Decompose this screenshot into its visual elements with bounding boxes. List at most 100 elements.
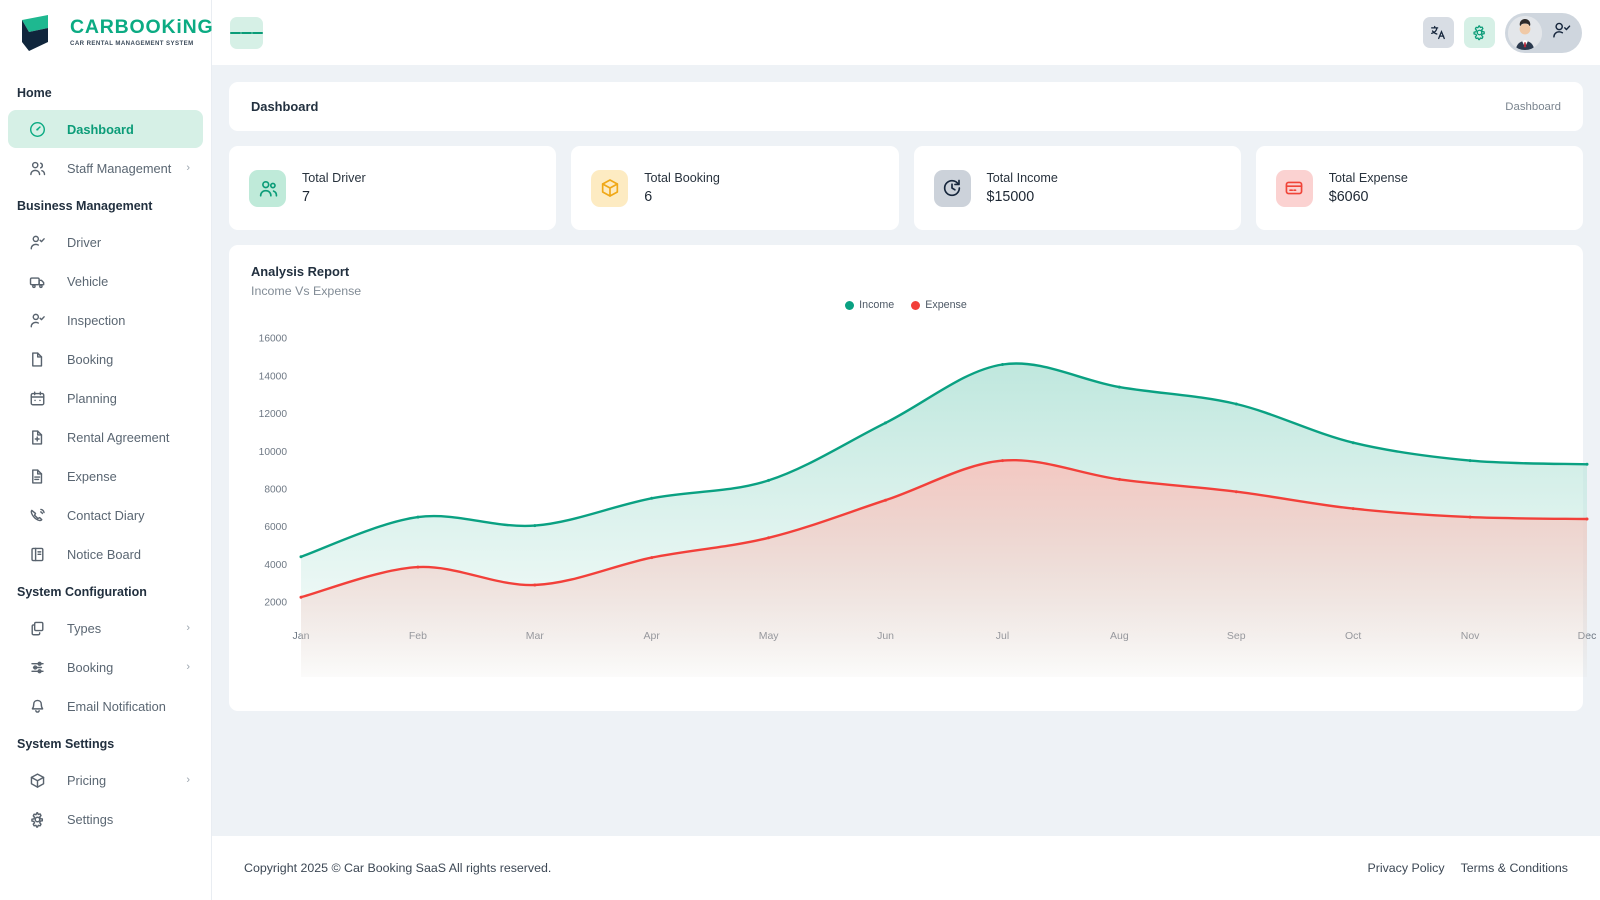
area-fill-expense [301, 460, 1587, 677]
legend-item-income[interactable]: Income [845, 299, 894, 311]
data-point-income[interactable] [1234, 402, 1238, 406]
sidebar-item-label: Types [67, 620, 102, 636]
data-point-income[interactable] [884, 421, 887, 425]
data-point-income[interactable] [650, 496, 654, 500]
legend-item-expense[interactable]: Expense [911, 299, 967, 311]
sidebar-item-types[interactable]: Types › [8, 609, 203, 647]
sidebar-item-email-notification[interactable]: Email Notification [8, 687, 203, 725]
sidebar-item-settings[interactable]: Settings [8, 800, 203, 838]
income-expense-area-chart[interactable]: 200040006000800010000120001400016000JanF… [229, 311, 1600, 707]
page-content: Dashboard Dashboard Total Driver 7 Total… [212, 65, 1600, 711]
translate-icon[interactable] [1423, 17, 1454, 48]
sidebar-item-booking[interactable]: Booking [8, 340, 203, 378]
gear-icon [28, 810, 46, 828]
sidebar-item-contact-diary[interactable]: Contact Diary [8, 496, 203, 534]
sidebar-item-label: Vehicle [67, 273, 109, 289]
phone-icon [28, 506, 46, 524]
chevron-right-icon[interactable]: › [186, 621, 190, 634]
stat-card-total-booking[interactable]: Total Booking 6 [571, 146, 899, 230]
user-menu[interactable] [1505, 12, 1582, 53]
data-point-expense[interactable] [533, 583, 537, 587]
file-text-icon [28, 467, 46, 485]
hamburger-icon[interactable] [230, 16, 263, 49]
bell-icon [28, 697, 46, 715]
chart-subtitle: Income Vs Expense [251, 284, 362, 298]
data-point-expense[interactable] [299, 595, 303, 599]
y-tick-label: 6000 [264, 522, 287, 533]
chart-plot-area[interactable]: 200040006000800010000120001400016000JanF… [229, 311, 1596, 707]
stat-label: Total Booking [644, 171, 720, 185]
sidebar-item-driver[interactable]: Driver [8, 223, 203, 261]
data-point-income[interactable] [299, 555, 303, 559]
stat-value: 6 [644, 189, 653, 205]
stat-card-total-income[interactable]: Total Income $15000 [913, 146, 1241, 230]
sidebar-item-booking[interactable]: Booking › [8, 648, 203, 686]
sidebar-item-expense[interactable]: Expense [8, 457, 203, 495]
sidebar-section-title: System Settings [17, 737, 115, 751]
data-point-expense[interactable] [884, 498, 887, 502]
data-point-income[interactable] [1585, 462, 1589, 466]
legend-color-dot [845, 300, 855, 310]
data-point-expense[interactable] [1468, 515, 1472, 519]
data-point-income[interactable] [416, 515, 420, 519]
sidebar-item-dashboard[interactable]: Dashboard [8, 110, 203, 148]
data-point-income[interactable] [1351, 441, 1355, 445]
data-point-expense[interactable] [416, 565, 420, 569]
gauge-icon [28, 120, 46, 138]
y-tick-label: 12000 [259, 409, 288, 420]
stat-card-total-expense[interactable]: Total Expense $6060 [1255, 146, 1583, 230]
data-point-expense[interactable] [1234, 490, 1238, 494]
data-point-income[interactable] [533, 524, 537, 528]
sidebar-item-staff-management[interactable]: Staff Management › [8, 149, 203, 187]
gear-icon[interactable] [1464, 17, 1495, 48]
sidebar-item-pricing[interactable]: Pricing › [8, 761, 203, 799]
stat-card-total-driver[interactable]: Total Driver 7 [229, 146, 557, 230]
y-tick-label: 14000 [259, 371, 288, 382]
data-point-income[interactable] [767, 478, 771, 482]
breadcrumb-trail[interactable]: Dashboard [1505, 100, 1561, 113]
data-point-expense[interactable] [650, 556, 654, 560]
sliders-icon [28, 658, 46, 676]
sidebar-item-vehicle[interactable]: Vehicle [8, 262, 203, 300]
hamburger-bar [230, 31, 241, 34]
data-point-income[interactable] [1468, 459, 1472, 463]
avatar [1508, 15, 1542, 50]
footer-link-terms-conditions[interactable]: Terms & Conditions [1460, 861, 1568, 875]
user-check-icon [28, 233, 46, 251]
chevron-right-icon[interactable]: › [186, 773, 190, 786]
footer-link-privacy-policy[interactable]: Privacy Policy [1367, 861, 1445, 875]
sidebar-item-notice-board[interactable]: Notice Board [8, 535, 203, 573]
analysis-report-card: Analysis Report Income Vs Expense Income… [229, 245, 1596, 711]
file-plus-icon [28, 428, 46, 446]
stat-card-row: Total Driver 7 Total Booking 6 Total Inc… [229, 146, 1583, 230]
data-point-income[interactable] [1117, 385, 1121, 389]
legend-label: Expense [925, 299, 967, 311]
y-tick-label: 2000 [264, 598, 287, 609]
data-point-expense[interactable] [1351, 507, 1355, 511]
y-tick-label: 16000 [259, 334, 288, 345]
line-expense[interactable] [299, 458, 1589, 599]
sidebar-item-label: Contact Diary [67, 507, 145, 523]
line-income[interactable] [299, 362, 1589, 558]
data-point-expense[interactable] [1001, 459, 1004, 463]
data-point-expense[interactable] [767, 536, 771, 540]
chevron-right-icon[interactable]: › [186, 161, 190, 174]
user-check-icon [28, 311, 46, 329]
carbooking-logo-icon [18, 11, 62, 55]
top-bar-actions [1423, 12, 1582, 53]
chevron-right-icon[interactable]: › [186, 660, 190, 673]
data-point-expense[interactable] [1117, 477, 1121, 481]
sidebar-item-rental-agreement[interactable]: Rental Agreement [8, 418, 203, 456]
data-point-expense[interactable] [1585, 517, 1589, 521]
sidebar-item-planning[interactable]: Planning [8, 379, 203, 417]
sidebar-item-label: Pricing [67, 772, 107, 788]
y-tick-label: 8000 [264, 484, 287, 495]
data-point-income[interactable] [1001, 363, 1004, 366]
brand-logo-area[interactable]: CARBOOKiNG CAR RENTAL MANAGEMENT SYSTEM [0, 0, 213, 65]
users-icon [28, 159, 46, 177]
notice-board-icon [28, 545, 46, 563]
sidebar-item-inspection[interactable]: Inspection [8, 301, 203, 339]
footer: Copyright 2025 © Car Booking SaaS All ri… [212, 836, 1600, 900]
user-add-icon[interactable] [1551, 20, 1571, 45]
credit-card-icon [1275, 169, 1313, 207]
